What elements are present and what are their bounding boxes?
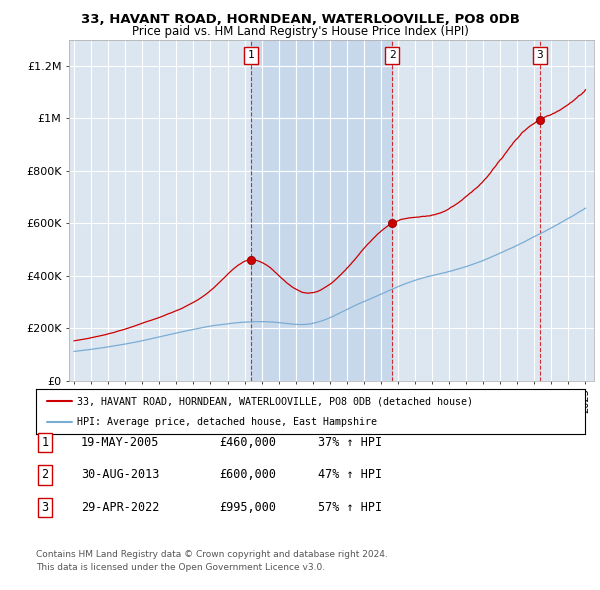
Text: 1: 1 <box>247 50 254 60</box>
Text: 2: 2 <box>41 468 49 481</box>
Text: 57% ↑ HPI: 57% ↑ HPI <box>318 501 382 514</box>
Text: 30-AUG-2013: 30-AUG-2013 <box>81 468 160 481</box>
Bar <box>251 40 392 381</box>
Text: Price paid vs. HM Land Registry's House Price Index (HPI): Price paid vs. HM Land Registry's House … <box>131 25 469 38</box>
Text: £600,000: £600,000 <box>219 468 276 481</box>
Text: £995,000: £995,000 <box>219 501 276 514</box>
Text: 33, HAVANT ROAD, HORNDEAN, WATERLOOVILLE, PO8 0DB: 33, HAVANT ROAD, HORNDEAN, WATERLOOVILLE… <box>80 13 520 26</box>
Text: Contains HM Land Registry data © Crown copyright and database right 2024.: Contains HM Land Registry data © Crown c… <box>36 550 388 559</box>
Text: 3: 3 <box>41 501 49 514</box>
Text: 19-MAY-2005: 19-MAY-2005 <box>81 436 160 449</box>
Text: 1: 1 <box>41 436 49 449</box>
Text: HPI: Average price, detached house, East Hampshire: HPI: Average price, detached house, East… <box>77 417 377 427</box>
Text: £460,000: £460,000 <box>219 436 276 449</box>
Text: This data is licensed under the Open Government Licence v3.0.: This data is licensed under the Open Gov… <box>36 563 325 572</box>
Text: 37% ↑ HPI: 37% ↑ HPI <box>318 436 382 449</box>
Text: 29-APR-2022: 29-APR-2022 <box>81 501 160 514</box>
Text: 33, HAVANT ROAD, HORNDEAN, WATERLOOVILLE, PO8 0DB (detached house): 33, HAVANT ROAD, HORNDEAN, WATERLOOVILLE… <box>77 396 473 407</box>
Text: 47% ↑ HPI: 47% ↑ HPI <box>318 468 382 481</box>
Text: 2: 2 <box>389 50 395 60</box>
Text: 3: 3 <box>536 50 544 60</box>
